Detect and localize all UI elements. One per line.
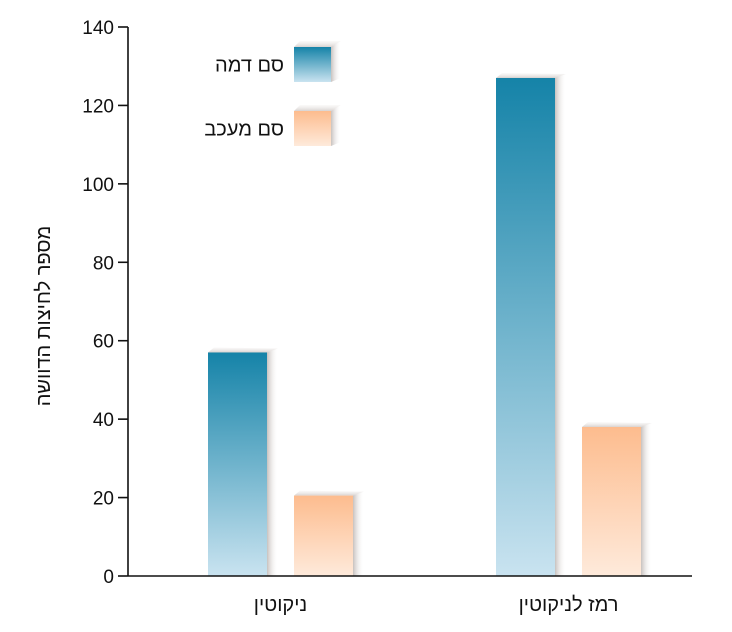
legend-swatch-side [331,41,341,82]
legend: סם דמה סם מעכב [204,41,341,146]
y-tick-label: 20 [93,489,114,510]
legend-item: סם מעכב [204,105,341,146]
bar-front [208,352,267,576]
y-axis-label: מספר לחיצות הדוושה [33,226,55,407]
legend-item: סם דמה [215,41,341,82]
legend-swatch-top [294,41,341,47]
bar [208,347,278,576]
y-tick-label: 80 [93,253,114,274]
legend-swatch-top [294,105,341,111]
bar-side-shadow [641,422,652,576]
bar-top-face [582,421,652,427]
legend-swatch [294,111,331,146]
x-category-label: רמז לניקוטין [519,594,619,616]
y-tick-label: 0 [103,567,114,588]
y-ticks: 0 20 40 60 80 100 120 140 [82,18,128,588]
y-tick-label: 40 [93,410,114,431]
x-category-label: ניקוטין [254,594,307,616]
bar-side-shadow [353,491,364,576]
bar-front [496,77,555,576]
legend-label: סם דמה [215,55,284,77]
legend-swatch-side [331,105,341,146]
bars-layer [208,72,652,576]
bar-front [582,426,641,576]
axes [127,27,692,577]
bar-top-face [294,490,364,496]
bar-front [294,495,353,576]
bar-top-face [496,72,566,78]
y-tick-label: 60 [93,332,114,353]
bar [582,421,652,576]
bar-top-face [208,347,278,353]
y-tick-label: 140 [82,18,114,39]
y-tick-label: 100 [82,175,114,196]
legend-swatch [294,47,331,82]
x-categories: ניקוטין רמז לניקוטין [254,594,619,616]
bar-side-shadow [267,348,278,576]
bar-side-shadow [555,73,566,576]
bar [294,490,364,576]
y-tick-label: 120 [82,96,114,117]
bar [496,72,566,576]
legend-label: סם מעכב [204,119,284,141]
